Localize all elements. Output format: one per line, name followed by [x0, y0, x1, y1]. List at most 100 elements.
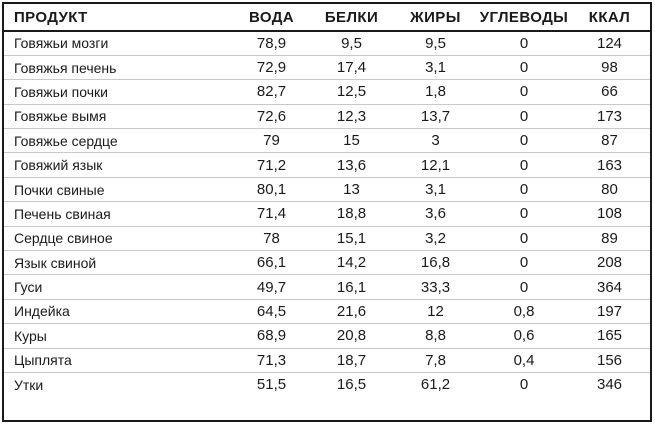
fat-cell: 3	[392, 128, 479, 153]
product-name-cell: Утки	[4, 371, 232, 397]
carbs-cell: 0	[479, 79, 569, 105]
table-row: Утки 51,5 16,5 61,2 0 346	[4, 371, 650, 397]
product-name-cell: Язык свиной	[4, 250, 232, 275]
water-cell: 79	[232, 128, 311, 153]
table-header: ПРОДУКТ ВОДА БЕЛКИ ЖИРЫ УГЛЕВОДЫ ККАЛ	[4, 4, 650, 32]
table-row: Цыплята 71,3 18,7 7,8 0,4 156	[4, 347, 650, 373]
carbs-cell: 0,8	[479, 298, 569, 324]
water-cell: 72,9	[232, 54, 311, 80]
carbs-cell: 0	[479, 225, 569, 251]
kcal-cell: 156	[569, 347, 650, 373]
carbs-cell: 0	[479, 176, 569, 202]
carbs-cell: 0	[479, 250, 569, 275]
product-name-cell: Цыплята	[4, 347, 232, 373]
product-name-cell: Сердце свиное	[4, 225, 232, 251]
water-cell: 72,6	[232, 103, 311, 129]
product-name-cell: Говяжья печень	[4, 54, 232, 80]
table-row: Говяжьи мозги 78,9 9,5 9,5 0 124	[4, 31, 650, 55]
col-header-kcal: ККАЛ	[569, 4, 650, 32]
protein-cell: 12,5	[311, 79, 392, 105]
protein-cell: 18,8	[311, 201, 392, 227]
fat-cell: 12,1	[392, 152, 479, 178]
table-row: Говяжье вымя 72,6 12,3 13,7 0 173	[4, 103, 650, 129]
kcal-cell: 124	[596, 34, 623, 52]
col-header-protein: БЕЛКИ	[311, 4, 392, 32]
kcal-cell: 98	[569, 54, 650, 80]
kcal-cell: 87	[569, 128, 650, 153]
product-name-cell: Куры	[4, 323, 232, 349]
protein-cell: 18,7	[311, 347, 392, 373]
protein-cell: 9,5	[341, 34, 362, 52]
carbs-cell: 0	[479, 128, 569, 153]
product-name-cell: Говяжьи почки	[4, 79, 232, 105]
protein-cell: 15,1	[311, 225, 392, 251]
water-cell: 71,4	[232, 201, 311, 227]
fat-cell: 3,2	[392, 225, 479, 251]
kcal-cell: 346	[569, 371, 650, 397]
protein-cell: 15	[311, 128, 392, 153]
protein-cell: 20,8	[311, 323, 392, 349]
kcal-cell: 80	[569, 176, 650, 202]
carbs-cell: 0	[479, 103, 569, 129]
product-name-cell: Гуси	[4, 274, 232, 300]
table-body: Говяжьи мозги 78,9 9,5 9,5 0 124 Говяжья…	[4, 31, 650, 397]
water-cell: 51,5	[232, 371, 311, 397]
carbs-cell: 0,6	[479, 323, 569, 349]
water-cell: 68,9	[232, 323, 311, 349]
kcal-cell: 66	[569, 79, 650, 105]
col-header-product: ПРОДУКТ	[4, 4, 232, 32]
water-cell: 82,7	[232, 79, 311, 105]
carbs-cell: 0,4	[479, 347, 569, 373]
table-row: Почки свиные 80,1 13 3,1 0 80	[4, 176, 650, 202]
carbs-cell: 0	[479, 274, 569, 300]
water-cell: 78,9	[256, 34, 287, 52]
kcal-cell: 163	[569, 152, 650, 178]
fat-cell: 1,8	[392, 79, 479, 105]
protein-cell: 21,6	[311, 298, 392, 324]
col-header-carbs: УГЛЕВОДЫ	[479, 4, 569, 32]
product-name-cell: Говяжье сердце	[4, 128, 232, 153]
protein-cell: 17,4	[311, 54, 392, 80]
kcal-cell: 108	[569, 201, 650, 227]
carbs-cell: 0	[479, 371, 569, 397]
table-row: Язык свиной 66,1 14,2 16,8 0 208	[4, 250, 650, 275]
fat-cell: 7,8	[392, 347, 479, 373]
carbs-cell: 0	[479, 54, 569, 80]
table-row: Говяжьи почки 82,7 12,5 1,8 0 66	[4, 79, 650, 105]
protein-cell: 16,5	[311, 371, 392, 397]
water-cell: 71,3	[232, 347, 311, 373]
table-row: Говяжий язык 71,2 13,6 12,1 0 163	[4, 152, 650, 178]
carbs-cell: 0	[479, 152, 569, 178]
kcal-cell: 364	[569, 274, 650, 300]
protein-cell: 14,2	[311, 250, 392, 275]
fat-cell: 3,6	[392, 201, 479, 227]
nutrition-table: ПРОДУКТ ВОДА БЕЛКИ ЖИРЫ УГЛЕВОДЫ ККАЛ Го…	[4, 4, 650, 397]
fat-cell: 13,7	[392, 103, 479, 129]
kcal-cell: 89	[569, 225, 650, 251]
product-name-cell: Индейка	[4, 298, 232, 324]
table-row: Говяжья печень 72,9 17,4 3,1 0 98	[4, 54, 650, 80]
product-name-cell: Почки свиные	[4, 176, 232, 202]
product-name-cell: Печень свиная	[4, 201, 232, 227]
fat-cell: 9,5	[425, 34, 446, 52]
table-row: Гуси 49,7 16,1 33,3 0 364	[4, 274, 650, 300]
table-row: Куры 68,9 20,8 8,8 0,6 165	[4, 323, 650, 349]
water-cell: 80,1	[232, 176, 311, 202]
col-header-fat: ЖИРЫ	[392, 4, 479, 32]
fat-cell: 8,8	[392, 323, 479, 349]
product-name-cell: Говяжье вымя	[4, 103, 232, 129]
kcal-cell: 165	[569, 323, 650, 349]
table-row: Печень свиная 71,4 18,8 3,6 0 108	[4, 201, 650, 227]
fat-cell: 33,3	[392, 274, 479, 300]
kcal-cell: 197	[569, 298, 650, 324]
table-row: Говяжье сердце 79 15 3 0 87	[4, 128, 650, 153]
kcal-cell: 173	[569, 103, 650, 129]
fat-cell: 3,1	[392, 54, 479, 80]
protein-cell: 13,6	[311, 152, 392, 178]
protein-cell: 12,3	[311, 103, 392, 129]
fat-cell: 61,2	[392, 371, 479, 397]
water-cell: 78	[232, 225, 311, 251]
header-row: ПРОДУКТ ВОДА БЕЛКИ ЖИРЫ УГЛЕВОДЫ ККАЛ	[4, 4, 650, 32]
